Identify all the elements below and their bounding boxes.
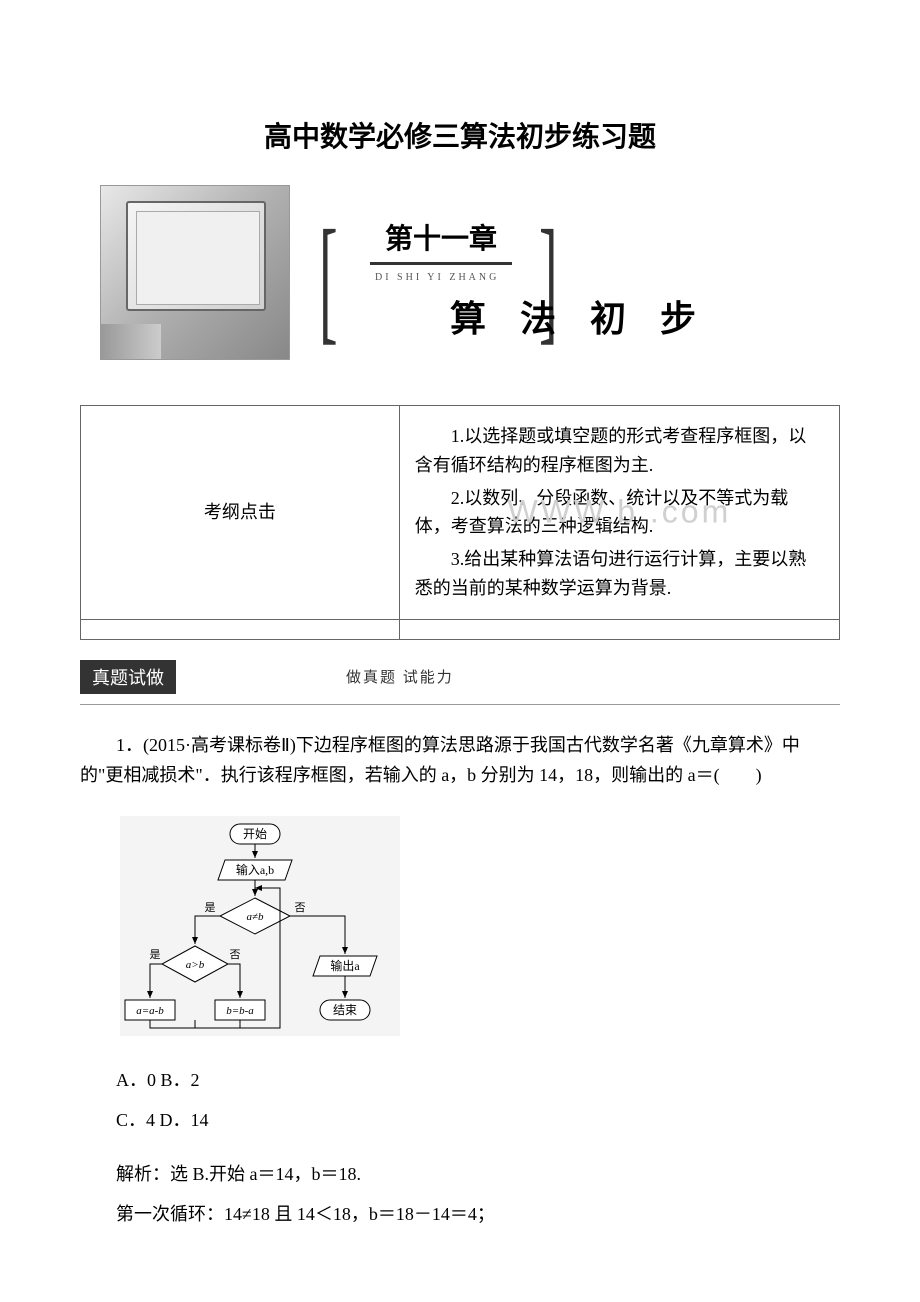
bracket-left-icon: [: [319, 210, 338, 350]
flowchart-svg: 开始 输入a,b a≠b 是 否 a>b 是 否 a=a-b: [120, 816, 400, 1036]
solution: 解析：选 B.开始 a＝14，b＝18. 第一次循环：14≠18 且 14＜18…: [80, 1155, 840, 1234]
flowchart-diagram: 开始 输入a,b a≠b 是 否 a>b 是 否 a=a-b: [120, 816, 420, 1036]
chapter-info: 第十一章 DI SHI YI ZHANG: [370, 215, 512, 283]
question-1: 1．(2015·高考课标卷Ⅱ)下边程序框图的算法思路源于我国古代数学名著《九章算…: [80, 730, 840, 791]
chapter-title: 算 法 初 步: [450, 290, 708, 342]
syllabus-table: 考纲点击 1.以选择题或填空题的形式考查程序框图，以含有循环结构的程序框图为主.…: [80, 405, 840, 640]
page-title: 高中数学必修三算法初步练习题: [0, 115, 920, 155]
section-tag: 真题试做: [80, 660, 176, 694]
syllabus-point-2: 2.以数列、分段函数、统计以及不等式为载体，考查算法的三种逻辑结构.: [415, 484, 824, 542]
solution-line-1: 解析：选 B.开始 a＝14，b＝18.: [80, 1155, 840, 1195]
syllabus-label-cell: 考纲点击: [81, 406, 400, 620]
chapter-number: 第十一章: [385, 217, 497, 257]
section-bar: 真题试做 做真题 试能力: [80, 660, 840, 694]
syllabus-point-3: 3.给出某种算法语句进行运行计算，主要以熟悉的当前的某种数学运算为背景.: [415, 545, 824, 603]
flowchart-yes-label: 是: [150, 948, 161, 961]
question-text: 1．(2015·高考课标卷Ⅱ)下边程序框图的算法思路源于我国古代数学名著《九章算…: [80, 730, 840, 791]
monitor-screen: [126, 201, 266, 311]
flowchart-output-label: 输出a: [330, 958, 360, 973]
chapter-number-box: 第十一章: [370, 215, 512, 265]
chapter-header: [ 第十一章 DI SHI YI ZHANG ] 算 法 初 步: [80, 185, 840, 385]
flowchart-cond1-label: a≠b: [246, 911, 264, 923]
syllabus-label: 考纲点击: [204, 502, 276, 522]
options: A．0 B．2 C．4 D．14: [80, 1061, 840, 1140]
section-subtitle: 做真题 试能力: [346, 666, 454, 687]
flowchart-assign2-label: b=b-a: [226, 1005, 254, 1017]
monitor-inner: [136, 211, 260, 305]
flowchart-assign1-label: a=a-b: [136, 1005, 164, 1017]
empty-cell: [81, 619, 400, 639]
flowchart-no-label: 否: [295, 902, 306, 914]
flowchart-start-label: 开始: [243, 827, 267, 841]
flowchart-input-label: 输入a,b: [236, 862, 274, 877]
flowchart-no-label: 否: [230, 949, 241, 961]
option-line-2: C．4 D．14: [80, 1101, 840, 1141]
solution-line-2: 第一次循环：14≠18 且 14＜18，b＝18－14＝4；: [80, 1195, 840, 1235]
table-row: 考纲点击 1.以选择题或填空题的形式考查程序框图，以含有循环结构的程序框图为主.…: [81, 406, 840, 620]
option-line-1: A．0 B．2: [80, 1061, 840, 1101]
empty-cell: [399, 619, 839, 639]
syllabus-point-1: 1.以选择题或填空题的形式考查程序框图，以含有循环结构的程序框图为主.: [415, 422, 824, 480]
syllabus-content-cell: 1.以选择题或填空题的形式考查程序框图，以含有循环结构的程序框图为主. 2.以数…: [399, 406, 839, 620]
flowchart-cond2-label: a>b: [186, 959, 205, 971]
table-row: [81, 619, 840, 639]
chapter-pinyin: DI SHI YI ZHANG: [375, 272, 512, 283]
section-divider: [80, 704, 840, 705]
keyboard-shape: [101, 324, 161, 359]
flowchart-end-label: 结束: [333, 1003, 357, 1017]
monitor-image: [100, 185, 290, 360]
flowchart-yes-label: 是: [205, 901, 216, 914]
